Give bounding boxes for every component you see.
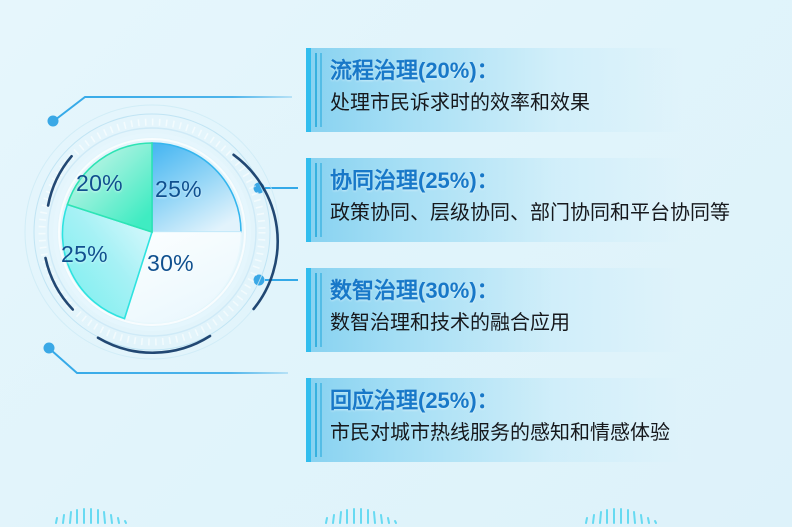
info-block-collaborative-governance[interactable]: 协同治理(25%)： 政策协同、层级协同、部门协同和平台协同等: [306, 158, 736, 242]
accent-line-1: [315, 163, 317, 237]
accent-bar: [306, 268, 311, 352]
tick-ring: [38, 118, 266, 346]
accent-line-2: [320, 383, 322, 457]
accent-line-2: [320, 53, 322, 127]
pie-slice-teal: [61, 203, 154, 320]
info-block-desc: 政策协同、层级协同、部门协同和平台协同等: [330, 202, 730, 224]
info-block-title: 数智治理(30%)：: [330, 278, 499, 303]
pie-chart: 20% 25% 25% 30%: [18, 98, 286, 366]
decorative-ticks-right: [585, 508, 657, 524]
info-block-title: 协同治理(25%)：: [330, 168, 499, 193]
accent-bar: [306, 378, 311, 462]
accent-bar: [306, 48, 311, 132]
info-block-desc: 数智治理和技术的融合应用: [330, 312, 570, 334]
info-block-responsive-governance[interactable]: 回应治理(25%)： 市民对城市热线服务的感知和情感体验: [306, 378, 736, 462]
info-block-title: 流程治理(20%)：: [330, 58, 499, 83]
pie-label-white: 30%: [147, 250, 194, 276]
accent-line-1: [315, 53, 317, 127]
pie-slice-green: [66, 142, 153, 234]
info-block-desc: 市民对城市热线服务的感知和情感体验: [330, 422, 670, 444]
info-block-process-governance[interactable]: 流程治理(20%)： 处理市民诉求时的效率和效果: [306, 48, 736, 132]
pie-label-teal: 25%: [61, 241, 108, 267]
accent-line-2: [320, 163, 322, 237]
accent-line-1: [315, 383, 317, 457]
pie-slice-white: [123, 231, 242, 324]
pie-chart-svg: [24, 104, 280, 360]
accent-line-2: [320, 273, 322, 347]
pie-label-green: 20%: [76, 170, 123, 196]
decorative-ticks-center: [325, 508, 397, 524]
info-block-digital-intelligence-governance[interactable]: 数智治理(30%)： 数智治理和技术的融合应用: [306, 268, 736, 352]
accent-bar: [306, 158, 311, 242]
pie-label-blue: 25%: [155, 176, 202, 202]
decorative-arcs: [44, 153, 279, 355]
accent-line-1: [315, 273, 317, 347]
info-block-desc: 处理市民诉求时的效率和效果: [330, 92, 590, 114]
info-block-title: 回应治理(25%)：: [330, 388, 499, 413]
decorative-ticks-left: [55, 508, 127, 524]
pie-slice-blue: [151, 142, 242, 233]
